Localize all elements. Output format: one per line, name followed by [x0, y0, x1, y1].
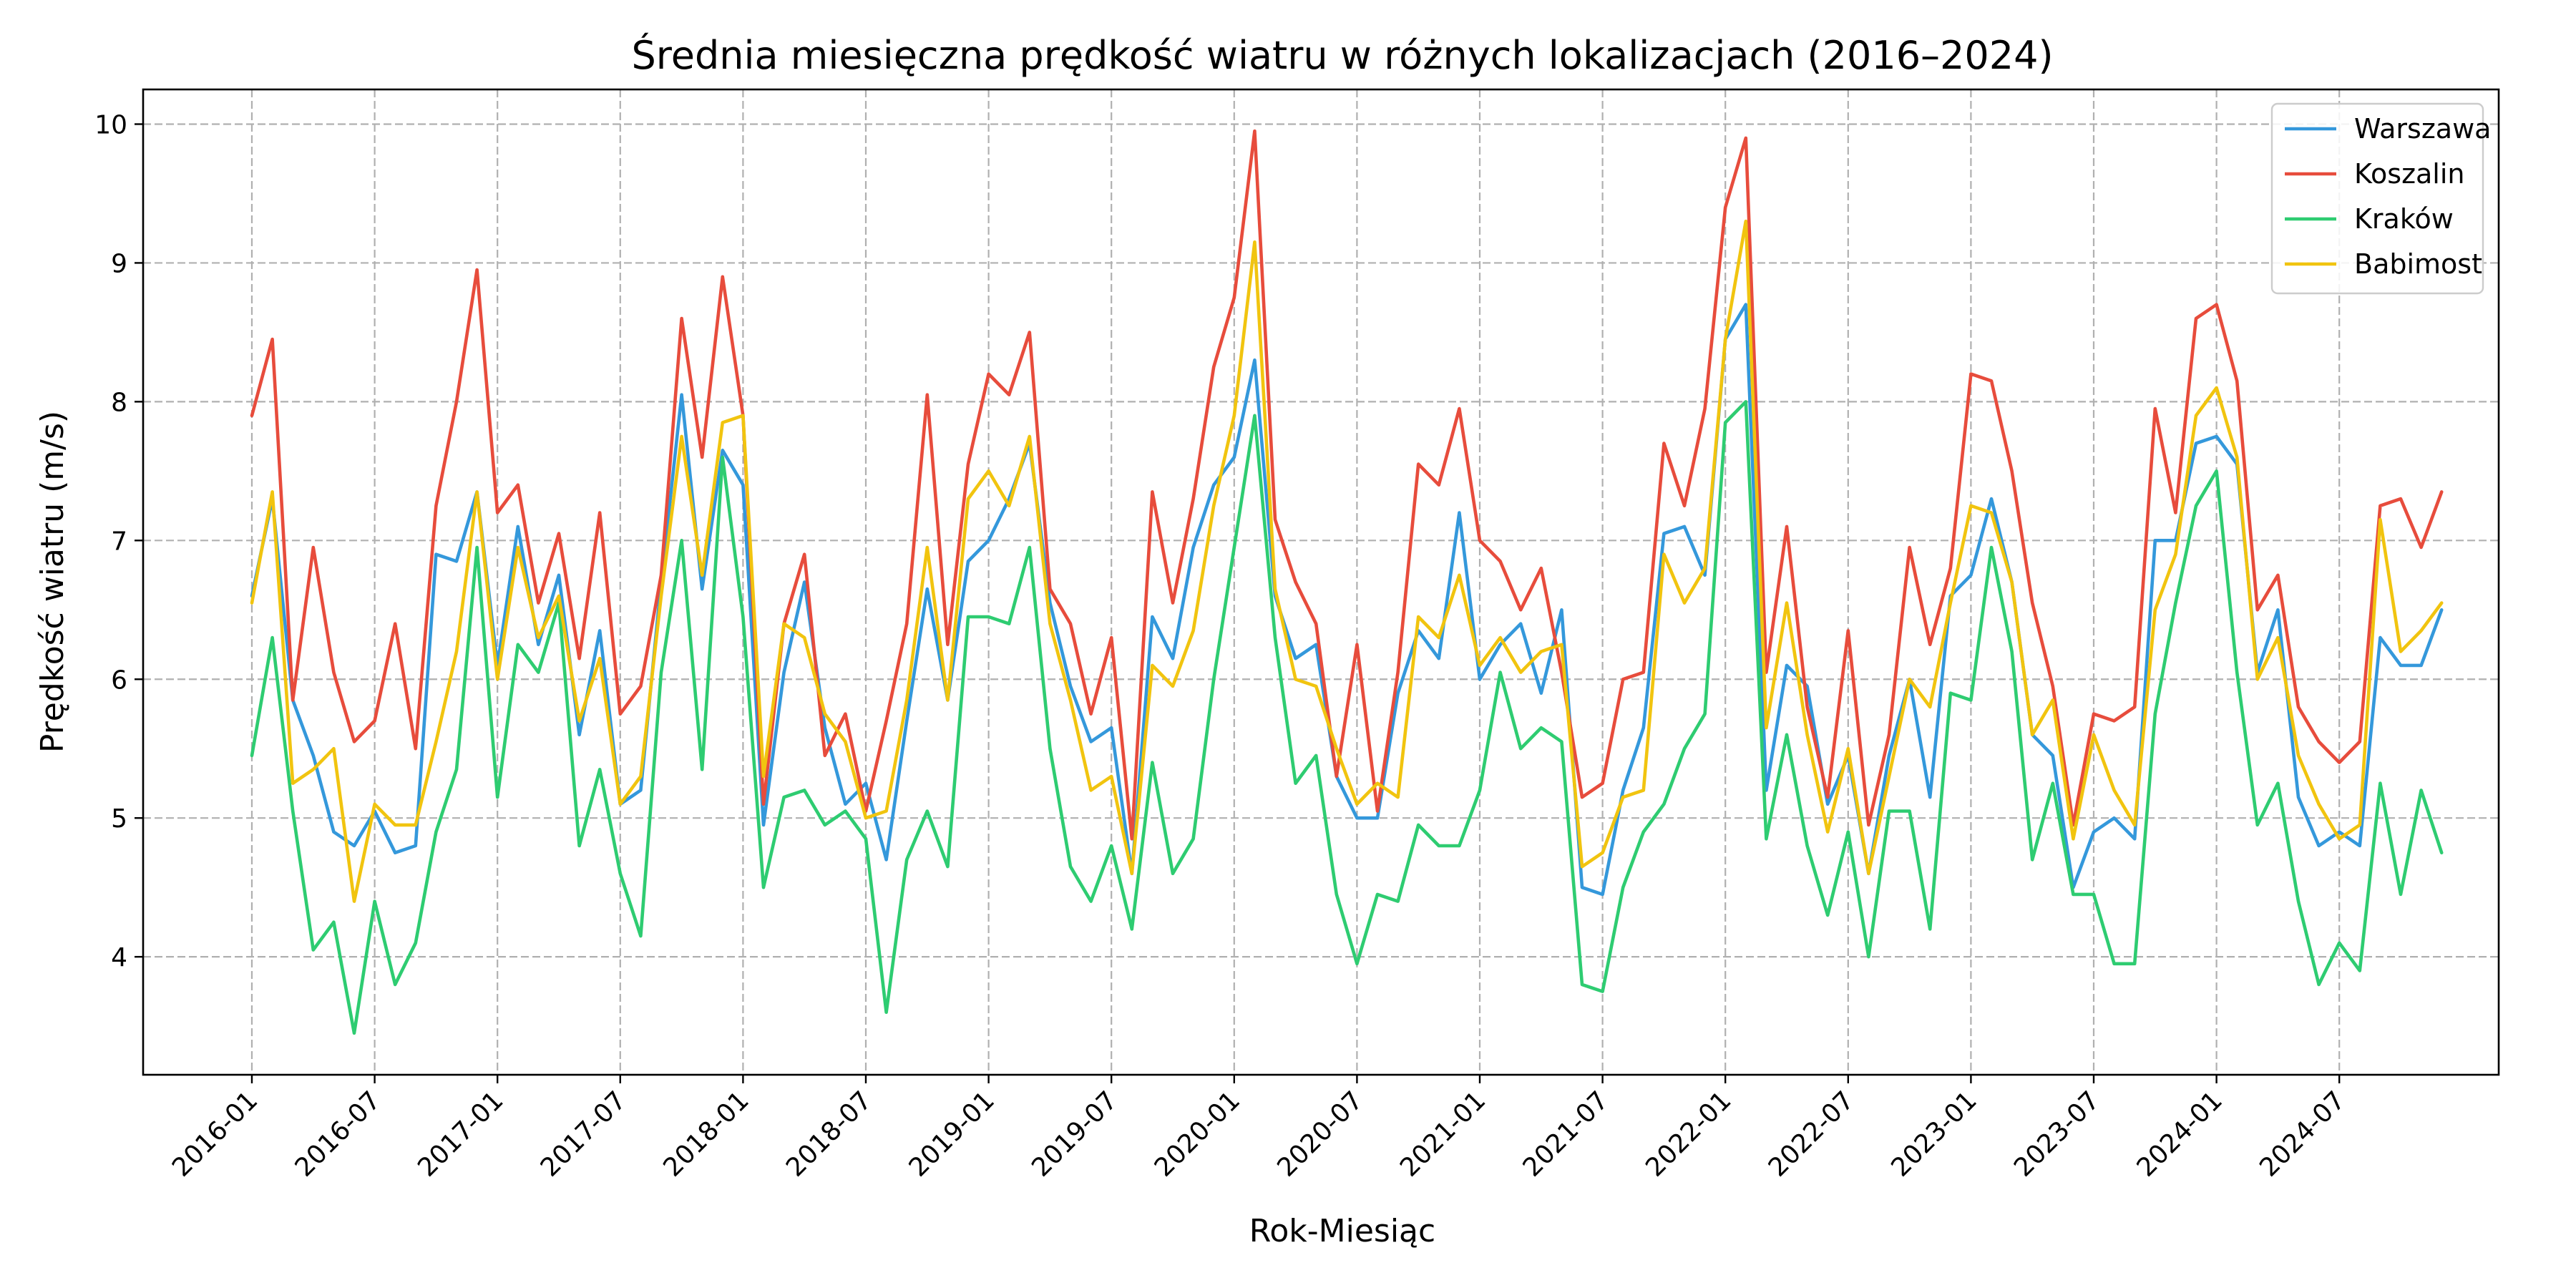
y-tick-label: 5 [111, 804, 127, 834]
legend-box [2270, 102, 2484, 295]
y-tick-label: 9 [111, 249, 127, 278]
y-tick-label: 7 [111, 527, 127, 556]
legend-label: Warszawa [2354, 113, 2491, 145]
x-axis-label: Rok-Miesiąc [1249, 1213, 1435, 1249]
y-tick-label: 10 [94, 110, 127, 140]
plot-area-frame [142, 88, 2500, 1076]
grid [143, 89, 2499, 1075]
y-tick-label: 6 [111, 665, 127, 695]
series-line-kraków [250, 400, 2444, 1035]
y-tick-label: 8 [111, 388, 127, 417]
legend-label: Koszalin [2354, 158, 2465, 190]
legend-label: Babimost [2354, 248, 2482, 280]
y-axis-label: Prędkość wiatru (m/s) [34, 411, 71, 753]
plot-series [250, 129, 2444, 1035]
legend-label: Kraków [2354, 203, 2454, 235]
y-axis-ticks: 4 5 6 7 8 9 10 [94, 110, 143, 972]
series-line-babimost [250, 219, 2444, 903]
chart-title: Średnia miesięczna prędkość wiatru w róż… [631, 33, 2053, 78]
series-line-koszalin [250, 129, 2444, 841]
legend: Warszawa Koszalin Kraków Babimost [2270, 102, 2491, 295]
y-tick-label: 4 [111, 943, 127, 972]
